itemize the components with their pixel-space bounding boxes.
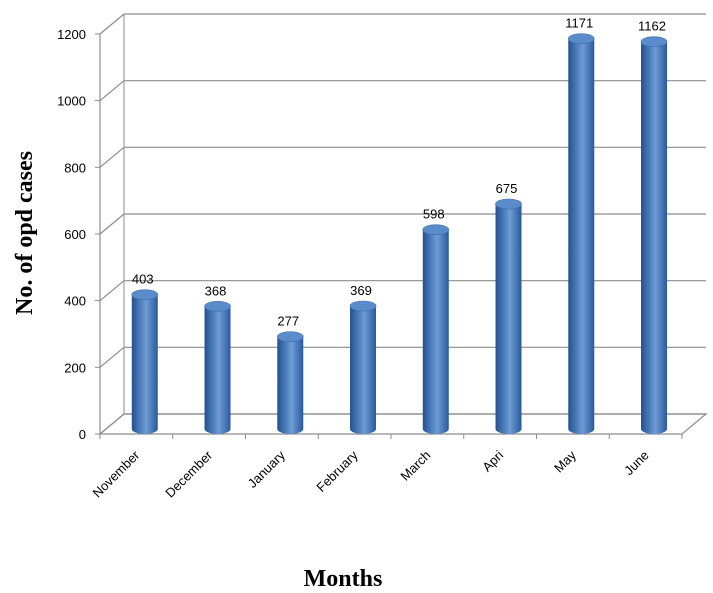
- bar-top: [422, 224, 450, 235]
- bar-top: [204, 301, 231, 312]
- floor: [98, 413, 708, 435]
- gridline-connector: [99, 280, 125, 302]
- bar: [422, 224, 450, 434]
- x-tick-label: June: [621, 448, 652, 479]
- y-tick-label: 200: [64, 360, 86, 375]
- x-tick-label: Apri: [479, 447, 506, 474]
- bar-top: [640, 36, 668, 47]
- data-label: 403: [132, 272, 154, 287]
- x-tick-label: March: [397, 448, 433, 484]
- gridline-connector: [99, 213, 125, 235]
- data-labels: 403 368 277 369 598 675 1171 1162: [132, 16, 666, 329]
- y-tick-label: 0: [79, 427, 86, 442]
- bars: [131, 33, 668, 435]
- bar: [349, 300, 377, 434]
- gridline-connector: [99, 13, 125, 35]
- y-axis-title: No. of opd cases: [12, 151, 38, 315]
- data-label: 369: [350, 283, 372, 298]
- y-tick-label: 1000: [57, 94, 86, 109]
- bar: [276, 331, 304, 434]
- gridline-connector: [99, 80, 125, 102]
- bar-top: [349, 300, 377, 312]
- axes: [95, 14, 708, 439]
- y-tick-label: 600: [64, 227, 86, 242]
- bar-top: [567, 33, 595, 44]
- bar-top: [495, 198, 522, 210]
- bar: [495, 198, 522, 434]
- data-label: 675: [496, 181, 518, 196]
- data-label: 368: [205, 283, 227, 298]
- bar: [640, 36, 668, 435]
- x-tick-label: February: [313, 447, 361, 495]
- x-tick-label: November: [89, 447, 142, 500]
- bar-body: [495, 204, 522, 434]
- y-tick-labels: 0 200 400 600 800 1000 1200: [57, 27, 86, 442]
- bar-top: [131, 289, 159, 300]
- bar-top: [276, 331, 304, 342]
- bar-body: [641, 41, 668, 435]
- y-tick-label: 1200: [57, 27, 86, 42]
- x-tick-labels: November December January February March Apri…: [89, 447, 651, 500]
- bar: [131, 289, 159, 434]
- data-label: 1162: [638, 19, 666, 34]
- y-tick-label: 800: [64, 160, 86, 175]
- bar-body: [350, 306, 377, 434]
- bar-body: [422, 229, 449, 434]
- data-label: 277: [277, 314, 299, 329]
- gridlines: [99, 13, 706, 435]
- bar-body: [204, 306, 231, 434]
- x-tick-label: May: [551, 447, 579, 475]
- bar-body: [277, 336, 304, 434]
- data-label: 1171: [565, 16, 593, 31]
- bar-body: [131, 294, 158, 434]
- gridline-connector: [99, 346, 125, 368]
- bar: [204, 301, 231, 434]
- bar-body: [568, 38, 595, 435]
- bar: [567, 33, 595, 435]
- x-axis-title: Months: [304, 566, 383, 592]
- y-tick-label: 400: [64, 294, 86, 309]
- data-label: 598: [423, 207, 445, 222]
- gridline-connector: [99, 146, 125, 168]
- x-tick-label: December: [162, 447, 215, 500]
- x-tick-label: January: [245, 447, 289, 491]
